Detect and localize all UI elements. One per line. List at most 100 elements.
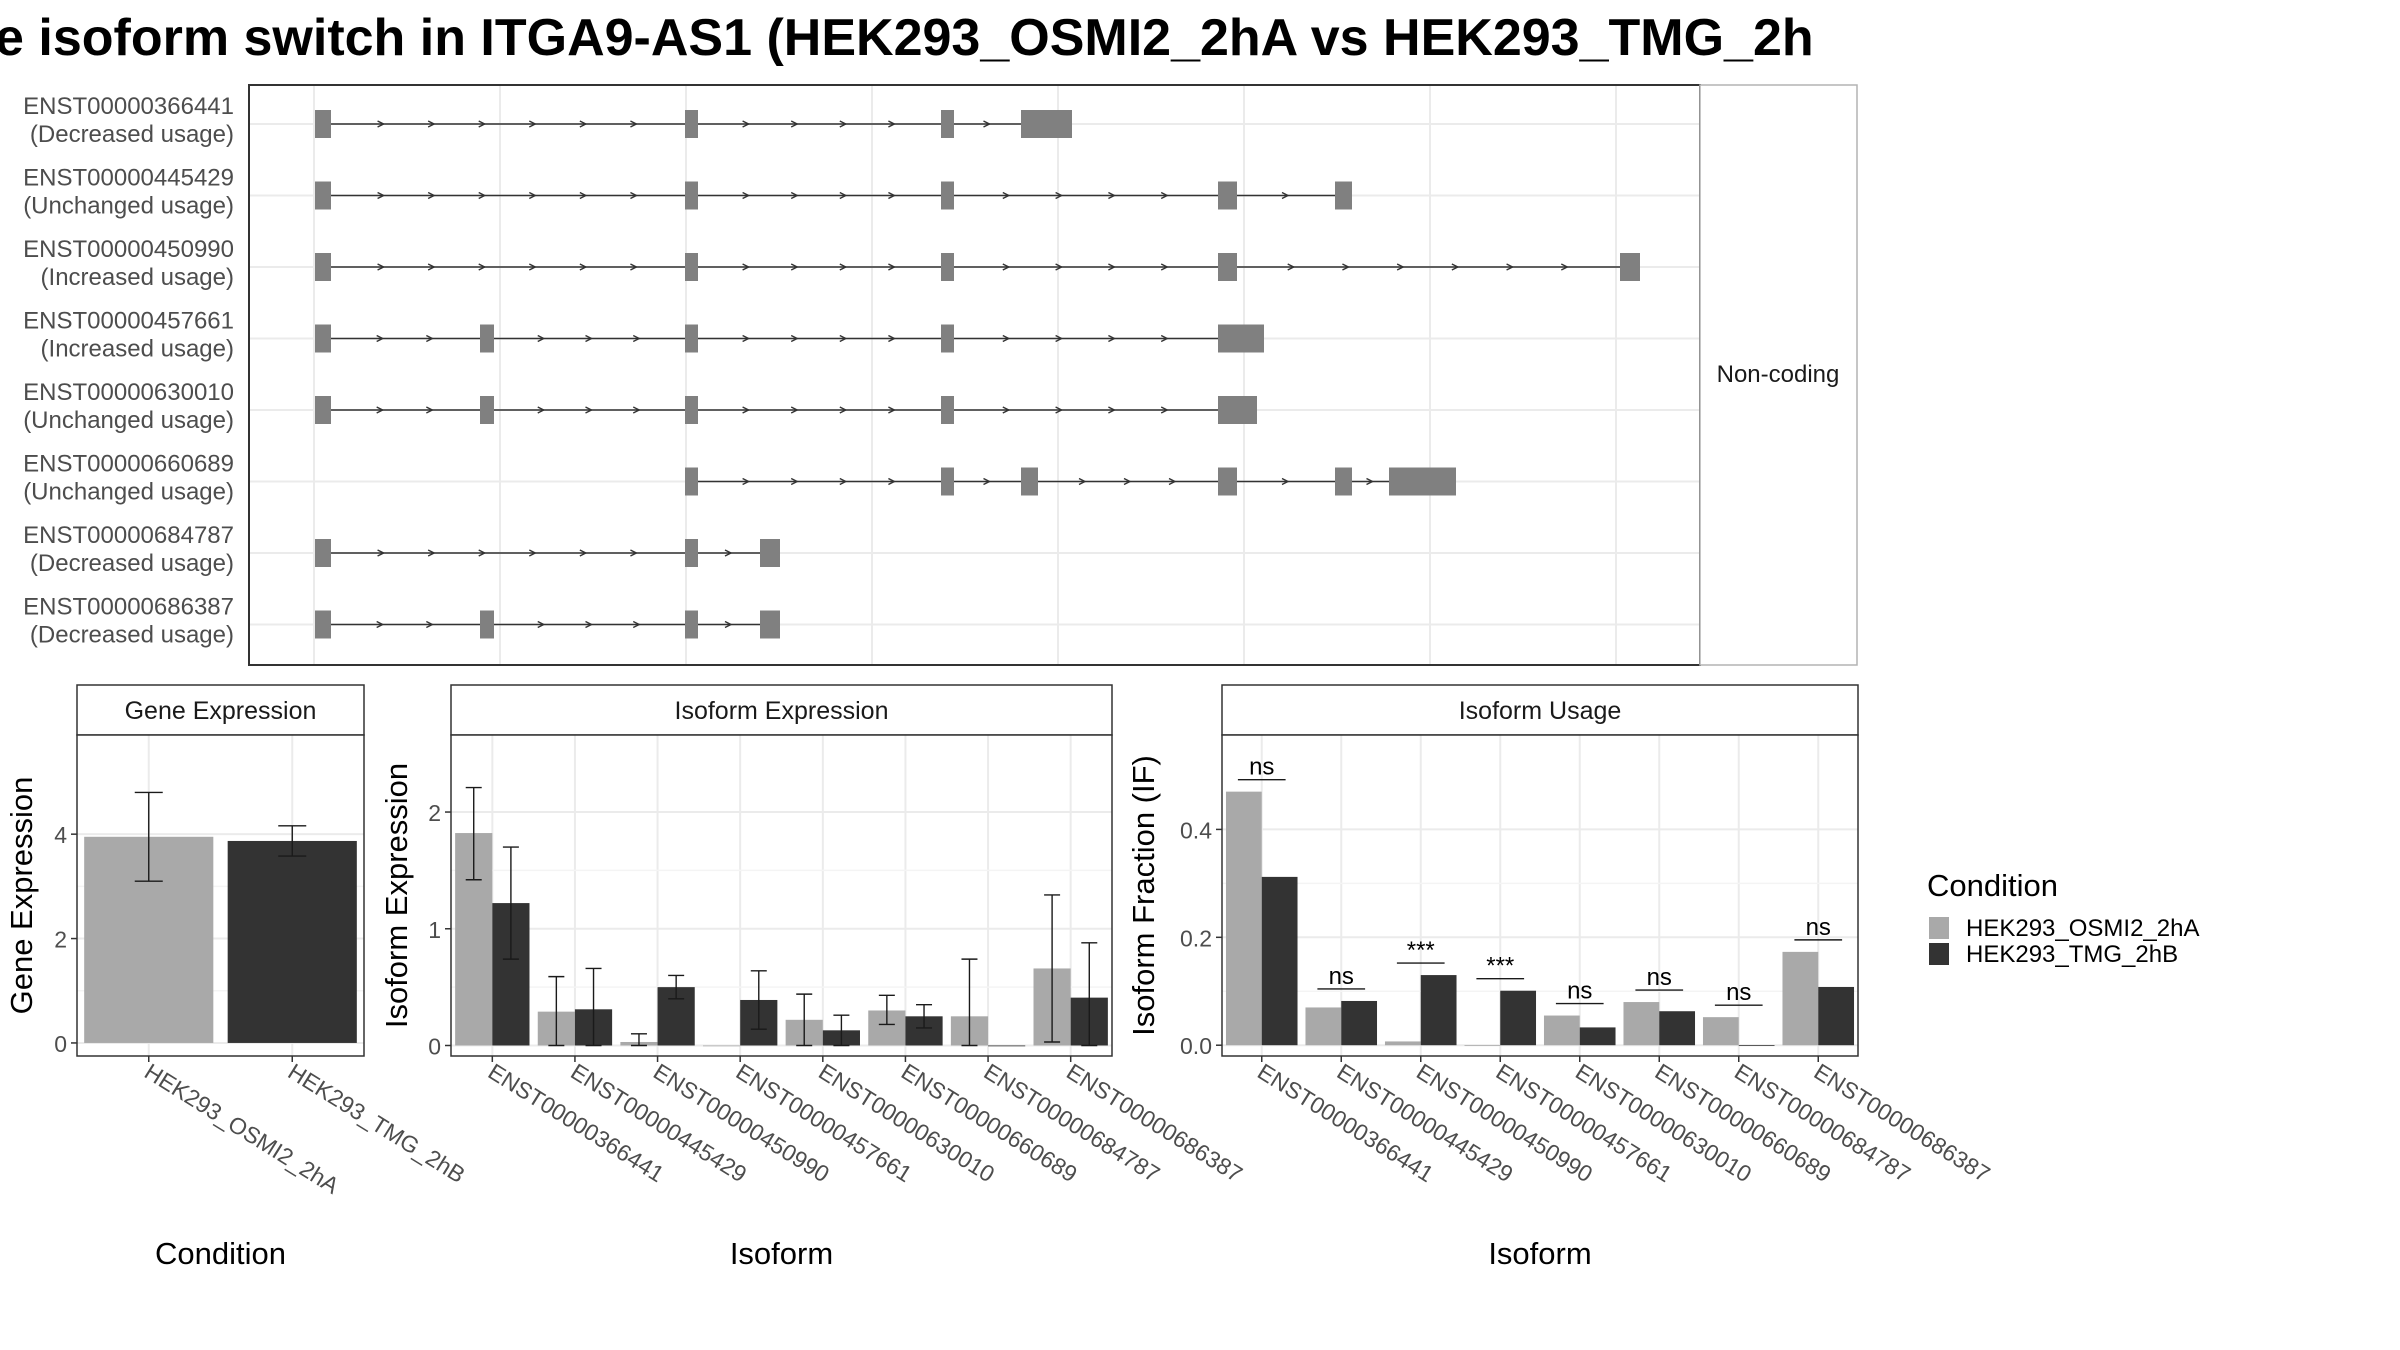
intron-direction-arrow xyxy=(1160,263,1169,271)
intron-direction-arrow xyxy=(579,263,588,271)
intron-direction-arrow xyxy=(585,406,594,414)
isoform-usage-label: (Increased usage) xyxy=(41,264,234,291)
significance-label: ns xyxy=(1567,978,1592,1005)
significance-label: ns xyxy=(1726,979,1751,1006)
transcript-structure-panel: Non-coding ENST00000366441(Decreased usa… xyxy=(23,84,1858,666)
bar xyxy=(1500,990,1537,1046)
exon-block xyxy=(315,539,331,567)
intron-direction-arrow xyxy=(1002,263,1011,271)
y-axis-title: Gene Expression xyxy=(4,777,39,1015)
intron-direction-arrow xyxy=(1396,263,1405,271)
bar xyxy=(1464,1045,1501,1047)
intron-direction-arrow xyxy=(1342,263,1350,271)
intron-direction-arrow xyxy=(839,120,848,128)
isoform-id-label: ENST00000450990 xyxy=(23,236,234,263)
exon-block xyxy=(315,610,331,639)
exon-block xyxy=(480,610,494,639)
intron-direction-arrow xyxy=(742,406,751,414)
isoform-id-label: ENST00000366441 xyxy=(23,93,234,120)
intron-direction-arrow xyxy=(839,263,848,271)
intron-direction-arrow xyxy=(1560,263,1569,271)
intron-direction-arrow xyxy=(1366,477,1375,486)
isoform-usage-label: (Decreased usage) xyxy=(30,622,234,649)
intron-direction-arrow xyxy=(1002,334,1011,343)
exon-block xyxy=(685,253,698,281)
panel-strip xyxy=(1221,684,1859,736)
intron-direction-arrow xyxy=(888,263,896,271)
intron-direction-arrow xyxy=(478,549,487,557)
exon-block xyxy=(315,110,331,138)
bar xyxy=(1782,951,1819,1046)
exon-block xyxy=(480,324,494,353)
exon-block xyxy=(1021,110,1072,138)
intron-direction-arrow xyxy=(742,334,751,343)
strip-label-non-coding: Non-coding xyxy=(1717,361,1840,388)
intron-direction-arrow xyxy=(839,477,848,486)
intron-direction-arrow xyxy=(528,263,537,271)
exon-block xyxy=(941,467,954,496)
exon-block xyxy=(941,396,954,424)
panel-title: Gene Expression xyxy=(125,697,317,725)
intron-direction-arrow xyxy=(427,120,436,128)
exon-block xyxy=(760,539,780,567)
intron-direction-arrow xyxy=(888,477,896,486)
intron-direction-arrow xyxy=(1160,334,1169,343)
legend: Condition HEK293_OSMI2_2hA HEK293_TMG_2h… xyxy=(1927,868,2199,968)
exon-block xyxy=(941,181,954,210)
intron-direction-arrow xyxy=(983,120,992,128)
plot-background xyxy=(1222,735,1858,1056)
exon-block xyxy=(1218,467,1237,496)
bar xyxy=(1738,1045,1775,1047)
intron-direction-arrow xyxy=(377,120,386,128)
exon-block xyxy=(1620,253,1640,281)
legend-swatch-b xyxy=(1929,943,1949,965)
intron-direction-arrow xyxy=(1108,406,1116,414)
plot-border xyxy=(76,734,365,1057)
figure-title: e isoform switch in ITGA9-AS1 (HEK293_OS… xyxy=(0,9,1814,67)
isoform-usage-panel: Isoform Usage0.00.20.4nsENST00000366441n… xyxy=(1126,684,1995,1271)
y-tick-label: 0 xyxy=(428,1033,441,1059)
intron-direction-arrow xyxy=(377,263,386,271)
exon-block xyxy=(941,253,954,281)
intron-direction-arrow xyxy=(377,549,386,557)
intron-direction-arrow xyxy=(839,406,848,414)
intron-direction-arrow xyxy=(742,120,751,128)
intron-direction-arrow xyxy=(478,263,487,271)
x-axis-title: Isoform xyxy=(1488,1236,1591,1271)
y-tick-label: 1 xyxy=(428,917,441,943)
intron-direction-arrow xyxy=(790,406,799,414)
isoform-usage-label: (Unchanged usage) xyxy=(23,479,234,506)
plot-border xyxy=(1221,734,1859,1057)
intron-direction-arrow xyxy=(632,620,641,629)
intron-direction-arrow xyxy=(1506,263,1515,271)
intron-direction-arrow xyxy=(376,620,385,629)
bar xyxy=(1623,1002,1660,1046)
exon-block xyxy=(1335,181,1352,210)
isoform-usage-label: (Increased usage) xyxy=(41,336,234,363)
exon-block xyxy=(941,110,954,138)
bar xyxy=(1543,1015,1580,1046)
exon-block xyxy=(315,181,331,210)
isoform-usage-label: (Unchanged usage) xyxy=(23,407,234,434)
intron-direction-arrow xyxy=(537,334,546,343)
bar xyxy=(1225,791,1262,1046)
panel-strip xyxy=(450,684,1113,736)
intron-direction-arrow xyxy=(790,334,799,343)
isoform-usage-label: (Decreased usage) xyxy=(30,121,234,148)
y-tick-label: 0.2 xyxy=(1180,925,1212,951)
exon-block xyxy=(685,110,698,138)
exon-block xyxy=(685,324,698,353)
exon-block xyxy=(315,324,331,353)
exon-block xyxy=(1218,324,1264,353)
y-axis-title: Isoform Fraction (IF) xyxy=(1126,755,1161,1036)
significance-label: *** xyxy=(1486,953,1514,980)
intron-direction-arrow xyxy=(983,477,992,486)
bar xyxy=(703,1045,741,1047)
intron-direction-arrow xyxy=(426,334,434,343)
isoform-usage-label: (Decreased usage) xyxy=(30,550,234,577)
exon-block xyxy=(1218,253,1237,281)
bar xyxy=(1305,1007,1342,1046)
intron-direction-arrow xyxy=(1078,477,1087,486)
intron-direction-arrow xyxy=(742,477,751,486)
isoform-usage-label: (Unchanged usage) xyxy=(23,193,234,220)
